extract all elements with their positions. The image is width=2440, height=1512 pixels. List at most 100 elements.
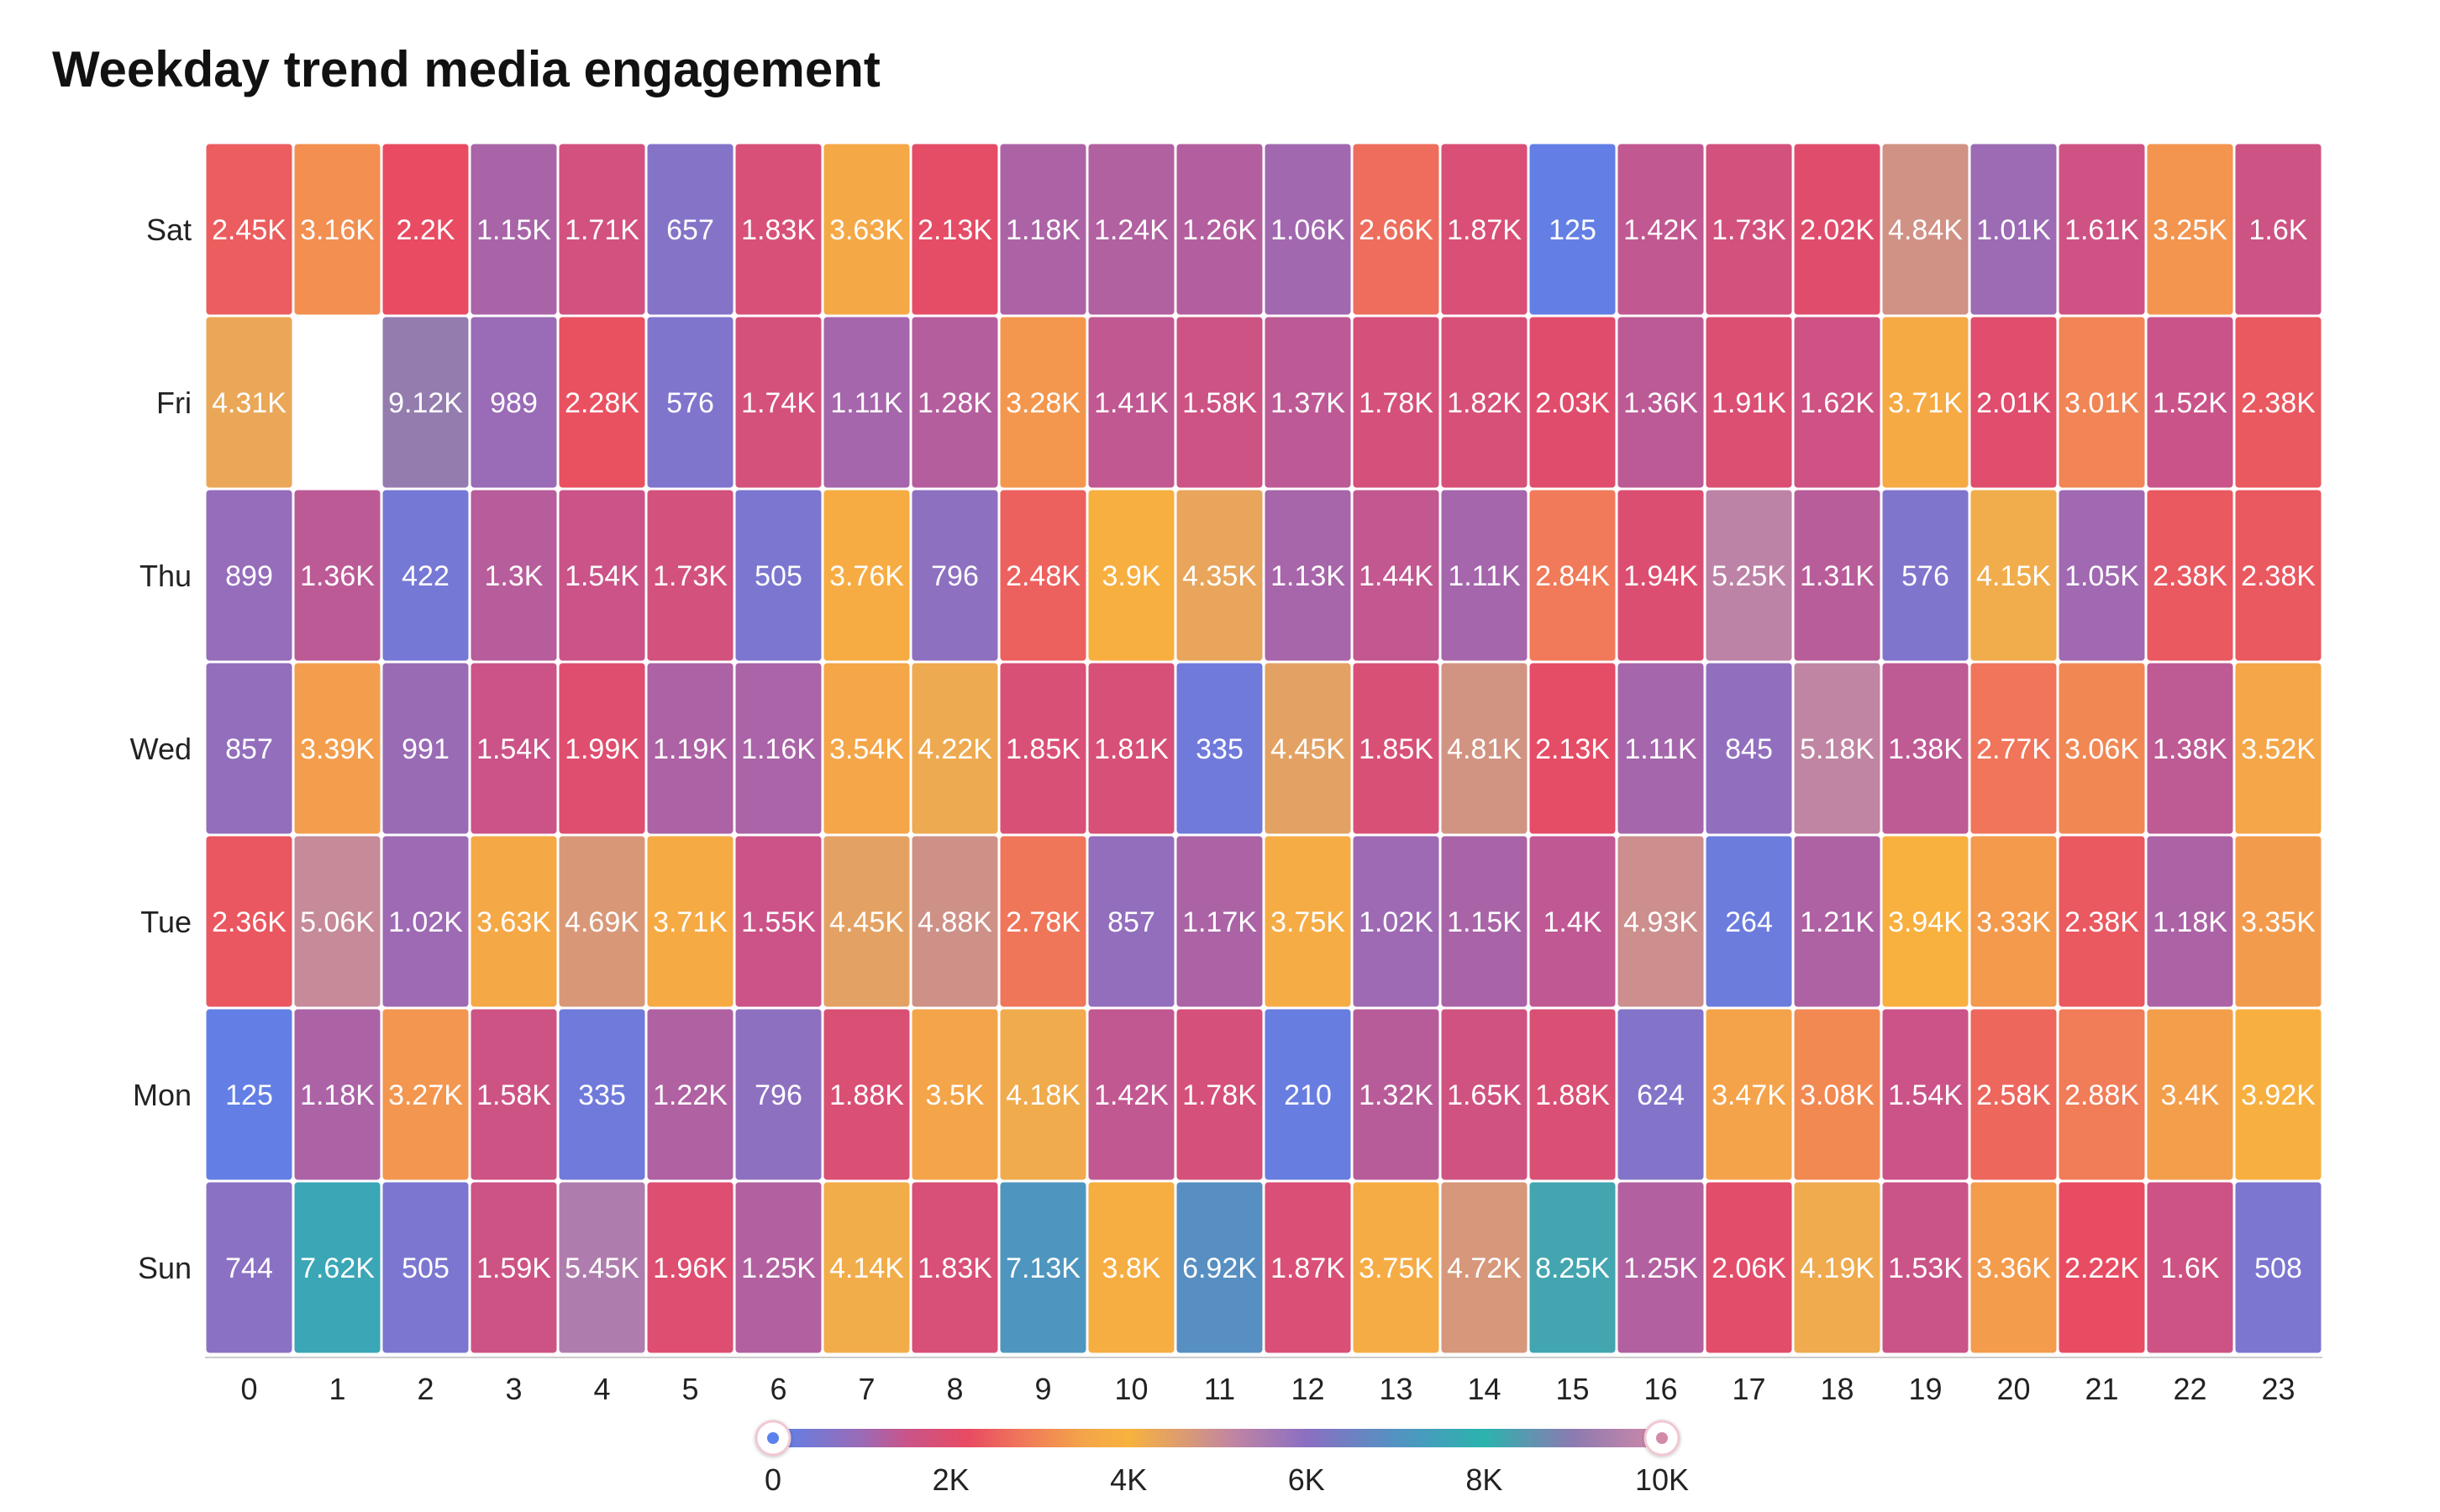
heatmap-cell-sun-22[interactable]	[2147, 1182, 2233, 1353]
heatmap-cell-mon-11[interactable]	[1176, 1009, 1263, 1180]
heatmap-cell-thu-18[interactable]	[1794, 490, 1880, 661]
heatmap-cell-tue-2[interactable]	[382, 836, 469, 1007]
heatmap-cell-thu-11[interactable]	[1176, 490, 1263, 661]
heatmap-cell-sat-22[interactable]	[2147, 144, 2233, 315]
heatmap-cell-sat-11[interactable]	[1176, 144, 1263, 315]
heatmap-cell-mon-22[interactable]	[2147, 1009, 2233, 1180]
heatmap-cell-thu-23[interactable]	[2235, 490, 2322, 661]
heatmap-cell-tue-12[interactable]	[1265, 836, 1351, 1007]
heatmap-cell-wed-6[interactable]	[735, 663, 822, 834]
heatmap-cell-tue-8[interactable]	[912, 836, 998, 1007]
heatmap-cell-sun-20[interactable]	[1970, 1182, 2057, 1353]
heatmap-cell-fri-7[interactable]	[823, 317, 910, 488]
heatmap-cell-mon-13[interactable]	[1353, 1009, 1439, 1180]
heatmap-cell-mon-15[interactable]	[1529, 1009, 1616, 1180]
heatmap-cell-thu-20[interactable]	[1970, 490, 2057, 661]
heatmap-cell-thu-1[interactable]	[294, 490, 381, 661]
heatmap-cell-sun-2[interactable]	[382, 1182, 469, 1353]
heatmap-cell-thu-16[interactable]	[1617, 490, 1704, 661]
heatmap-cell-thu-22[interactable]	[2147, 490, 2233, 661]
heatmap-cell-sun-17[interactable]	[1706, 1182, 1792, 1353]
heatmap-cell-mon-19[interactable]	[1882, 1009, 1969, 1180]
heatmap-cell-sun-14[interactable]	[1441, 1182, 1528, 1353]
heatmap-cell-fri-8[interactable]	[912, 317, 998, 488]
heatmap-cell-wed-12[interactable]	[1265, 663, 1351, 834]
heatmap-cell-mon-14[interactable]	[1441, 1009, 1528, 1180]
heatmap-cell-fri-11[interactable]	[1176, 317, 1263, 488]
heatmap-cell-fri-13[interactable]	[1353, 317, 1439, 488]
heatmap-cell-thu-7[interactable]	[823, 490, 910, 661]
heatmap-cell-fri-18[interactable]	[1794, 317, 1880, 488]
heatmap-cell-thu-17[interactable]	[1706, 490, 1792, 661]
heatmap-cell-sun-13[interactable]	[1353, 1182, 1439, 1353]
heatmap-cell-tue-16[interactable]	[1617, 836, 1704, 1007]
heatmap-cell-wed-11[interactable]	[1176, 663, 1263, 834]
heatmap-cell-tue-23[interactable]	[2235, 836, 2322, 1007]
heatmap-cell-fri-17[interactable]	[1706, 317, 1792, 488]
heatmap-cell-tue-5[interactable]	[647, 836, 734, 1007]
heatmap-cell-sun-1[interactable]	[294, 1182, 381, 1353]
heatmap-cell-sat-18[interactable]	[1794, 144, 1880, 315]
heatmap-cell-mon-4[interactable]	[559, 1009, 645, 1180]
heatmap-cell-tue-3[interactable]	[471, 836, 557, 1007]
heatmap-cell-thu-9[interactable]	[1000, 490, 1086, 661]
heatmap-cell-sun-6[interactable]	[735, 1182, 822, 1353]
heatmap-cell-mon-7[interactable]	[823, 1009, 910, 1180]
heatmap-cell-sat-1[interactable]	[294, 144, 381, 315]
heatmap-cell-mon-12[interactable]	[1265, 1009, 1351, 1180]
heatmap-cell-wed-10[interactable]	[1088, 663, 1175, 834]
heatmap-cell-tue-4[interactable]	[559, 836, 645, 1007]
heatmap-cell-mon-10[interactable]	[1088, 1009, 1175, 1180]
heatmap-cell-tue-21[interactable]	[2059, 836, 2145, 1007]
heatmap-cell-tue-7[interactable]	[823, 836, 910, 1007]
heatmap-cell-wed-9[interactable]	[1000, 663, 1086, 834]
heatmap-cell-sat-10[interactable]	[1088, 144, 1175, 315]
heatmap-cell-mon-20[interactable]	[1970, 1009, 2057, 1180]
heatmap-cell-fri-20[interactable]	[1970, 317, 2057, 488]
heatmap-cell-wed-16[interactable]	[1617, 663, 1704, 834]
heatmap-cell-thu-3[interactable]	[471, 490, 557, 661]
legend-handle-min[interactable]	[755, 1420, 791, 1457]
heatmap-cell-sun-15[interactable]	[1529, 1182, 1616, 1353]
heatmap-cell-thu-14[interactable]	[1441, 490, 1528, 661]
heatmap-cell-wed-3[interactable]	[471, 663, 557, 834]
heatmap-cell-mon-23[interactable]	[2235, 1009, 2322, 1180]
heatmap-cell-tue-20[interactable]	[1970, 836, 2057, 1007]
heatmap-cell-fri-22[interactable]	[2147, 317, 2233, 488]
heatmap-cell-sun-10[interactable]	[1088, 1182, 1175, 1353]
heatmap-cell-fri-15[interactable]	[1529, 317, 1616, 488]
heatmap-cell-fri-10[interactable]	[1088, 317, 1175, 488]
heatmap-cell-sat-23[interactable]	[2235, 144, 2322, 315]
heatmap-cell-thu-13[interactable]	[1353, 490, 1439, 661]
heatmap-cell-tue-1[interactable]	[294, 836, 381, 1007]
heatmap-cell-sun-23[interactable]	[2235, 1182, 2322, 1353]
heatmap-cell-fri-21[interactable]	[2059, 317, 2145, 488]
heatmap-cell-fri-0[interactable]	[206, 317, 292, 488]
heatmap-cell-sat-6[interactable]	[735, 144, 822, 315]
heatmap-cell-fri-19[interactable]	[1882, 317, 1969, 488]
heatmap-cell-fri-14[interactable]	[1441, 317, 1528, 488]
heatmap-cell-wed-7[interactable]	[823, 663, 910, 834]
heatmap-cell-sat-9[interactable]	[1000, 144, 1086, 315]
heatmap-cell-mon-9[interactable]	[1000, 1009, 1086, 1180]
heatmap-cell-sat-15[interactable]	[1529, 144, 1616, 315]
heatmap-cell-thu-2[interactable]	[382, 490, 469, 661]
heatmap-cell-fri-4[interactable]	[559, 317, 645, 488]
heatmap-cell-tue-17[interactable]	[1706, 836, 1792, 1007]
heatmap-cell-mon-8[interactable]	[912, 1009, 998, 1180]
heatmap-cell-tue-22[interactable]	[2147, 836, 2233, 1007]
heatmap-cell-sun-19[interactable]	[1882, 1182, 1969, 1353]
heatmap-cell-mon-1[interactable]	[294, 1009, 381, 1180]
heatmap-cell-sun-7[interactable]	[823, 1182, 910, 1353]
heatmap-cell-mon-6[interactable]	[735, 1009, 822, 1180]
heatmap-cell-wed-21[interactable]	[2059, 663, 2145, 834]
heatmap-cell-fri-23[interactable]	[2235, 317, 2322, 488]
heatmap-cell-sun-0[interactable]	[206, 1182, 292, 1353]
heatmap-cell-wed-15[interactable]	[1529, 663, 1616, 834]
heatmap-cell-fri-16[interactable]	[1617, 317, 1704, 488]
heatmap-cell-mon-17[interactable]	[1706, 1009, 1792, 1180]
heatmap-cell-sat-8[interactable]	[912, 144, 998, 315]
heatmap-cell-thu-8[interactable]	[912, 490, 998, 661]
heatmap-cell-sat-19[interactable]	[1882, 144, 1969, 315]
heatmap-cell-mon-21[interactable]	[2059, 1009, 2145, 1180]
